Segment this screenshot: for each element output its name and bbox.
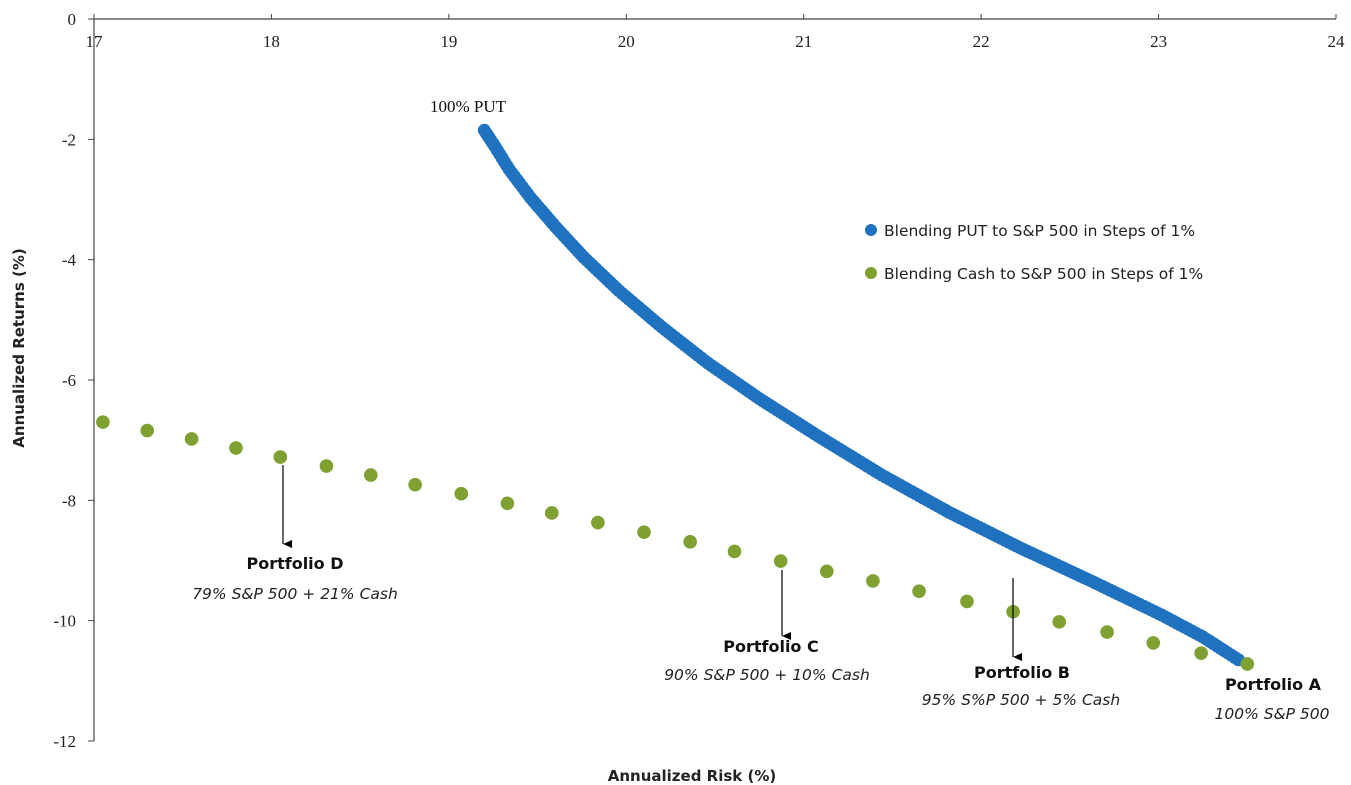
cash-blend-point (500, 496, 515, 511)
cash-blend-point (1146, 636, 1161, 650)
cash-blend-point (184, 432, 199, 446)
cash-blend-point (637, 525, 651, 540)
x-tick-label: 19 (440, 32, 457, 51)
cash-blend-point (727, 544, 742, 559)
cash-blend-point (960, 594, 974, 609)
portfolio-d-title: Portfolio D (246, 554, 343, 573)
cash-blend-point (773, 554, 788, 568)
y-tick-label: -12 (53, 732, 76, 751)
cash-blend-point (363, 468, 378, 482)
legend-marker-cash (865, 267, 877, 279)
x-tick-label: 20 (618, 32, 635, 51)
cash-blend-point (319, 459, 334, 473)
y-tick-label: -8 (62, 491, 76, 510)
legend-marker-put (865, 224, 877, 236)
cash-blend-point (683, 535, 697, 549)
cash-blend-point (96, 415, 110, 429)
cash-blend-point (229, 441, 243, 455)
annotations: 100% PUT Portfolio D 79% S&P 500 + 21% C… (192, 97, 1329, 723)
cash-blend-point (544, 506, 559, 520)
x-tick-label: 18 (263, 32, 280, 51)
y-tick-label: 0 (68, 10, 77, 29)
cash-blend-point (140, 423, 155, 438)
portfolio-a-subtitle: 100% S&P 500 (1214, 705, 1329, 723)
x-tick-label: 17 (86, 32, 104, 51)
series-cash-blend (96, 415, 1255, 671)
y-tick-label: -6 (62, 371, 76, 390)
portfolio-d-subtitle: 79% S&P 500 + 21% Cash (192, 585, 398, 603)
legend: Blending PUT to S&P 500 in Steps of 1% B… (865, 222, 1203, 283)
portfolio-a-title: Portfolio A (1225, 675, 1322, 694)
x-tick-label: 21 (795, 32, 812, 51)
portfolio-b-subtitle: 95% S%P 500 + 5% Cash (922, 691, 1120, 709)
portfolio-c-subtitle: 90% S&P 500 + 10% Cash (664, 666, 870, 684)
cash-blend-point (912, 584, 926, 598)
x-tick-label: 23 (1150, 32, 1167, 51)
cash-blend-point (1052, 615, 1067, 629)
y-tick-label: -4 (62, 251, 77, 270)
cash-blend-point (454, 486, 469, 501)
x-ticks: 17 18 19 20 21 22 23 24 (86, 14, 1346, 51)
cash-blend-point (408, 477, 422, 492)
portfolio-b-title: Portfolio B (974, 663, 1070, 682)
cash-blend-point (591, 515, 605, 530)
x-axis-title: Annualized Risk (%) (608, 767, 776, 785)
cash-blend-point (273, 450, 288, 464)
legend-label-cash: Blending Cash to S&P 500 in Steps of 1% (884, 265, 1203, 283)
y-ticks: 0 -2 -4 -6 -8 -10 -12 (53, 10, 94, 751)
cash-blend-point (819, 564, 834, 579)
x-tick-label: 24 (1328, 32, 1346, 51)
cash-blend-point (1100, 625, 1114, 639)
cash-blend-point (1194, 646, 1208, 660)
y-tick-label: -2 (62, 130, 76, 149)
x-tick-label: 22 (973, 32, 990, 51)
portfolio-c-title: Portfolio C (723, 637, 818, 656)
axes: 17 18 19 20 21 22 23 24 0 -2 -4 -6 -8 -10 -12 (53, 10, 1345, 751)
legend-label-put: Blending PUT to S&P 500 in Steps of 1% (884, 222, 1195, 240)
cash-blend-point (866, 574, 880, 588)
series-put-blend (477, 123, 1245, 667)
y-tick-label: -10 (53, 612, 76, 631)
annotation-100-put: 100% PUT (430, 97, 507, 116)
y-axis-title: Annualized Returns (%) (10, 248, 28, 447)
series-layer (96, 123, 1255, 671)
cash-blend-point (1240, 657, 1255, 671)
